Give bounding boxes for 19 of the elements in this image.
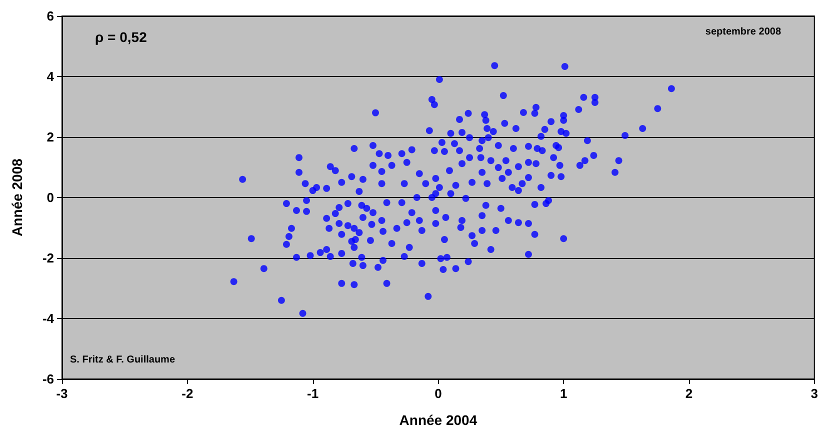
y-tick-label: 0 — [46, 190, 54, 205]
x-tick-label: 2 — [685, 386, 693, 401]
annotation: septembre 2008 — [705, 26, 782, 38]
y-tick-label: 6 — [46, 8, 54, 24]
y-axis-title: Année 2008 — [9, 158, 25, 236]
x-axis-title: Année 2004 — [399, 412, 478, 428]
y-tick-label: -2 — [42, 250, 54, 266]
y-tick-label: -6 — [42, 372, 54, 386]
x-tick-label: 1 — [560, 386, 568, 401]
y-tick-label: -4 — [42, 311, 55, 326]
x-tick-label: 3 — [810, 386, 818, 401]
x-tick-label: 0 — [434, 386, 442, 401]
y-tick-label: 4 — [46, 69, 55, 84]
x-tick-label: -3 — [56, 386, 68, 401]
x-tick-label: -2 — [182, 386, 194, 401]
annotation: S. Fritz & F. Guillaume — [70, 354, 176, 366]
y-tick-label: 2 — [46, 130, 54, 144]
annotation: ρ = 0,52 — [95, 29, 148, 45]
x-tick-label: -1 — [307, 386, 319, 401]
